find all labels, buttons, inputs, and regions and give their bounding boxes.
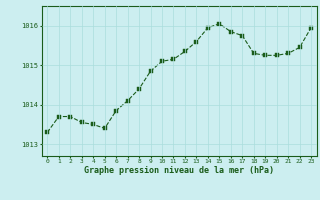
X-axis label: Graphe pression niveau de la mer (hPa): Graphe pression niveau de la mer (hPa) <box>84 166 274 175</box>
